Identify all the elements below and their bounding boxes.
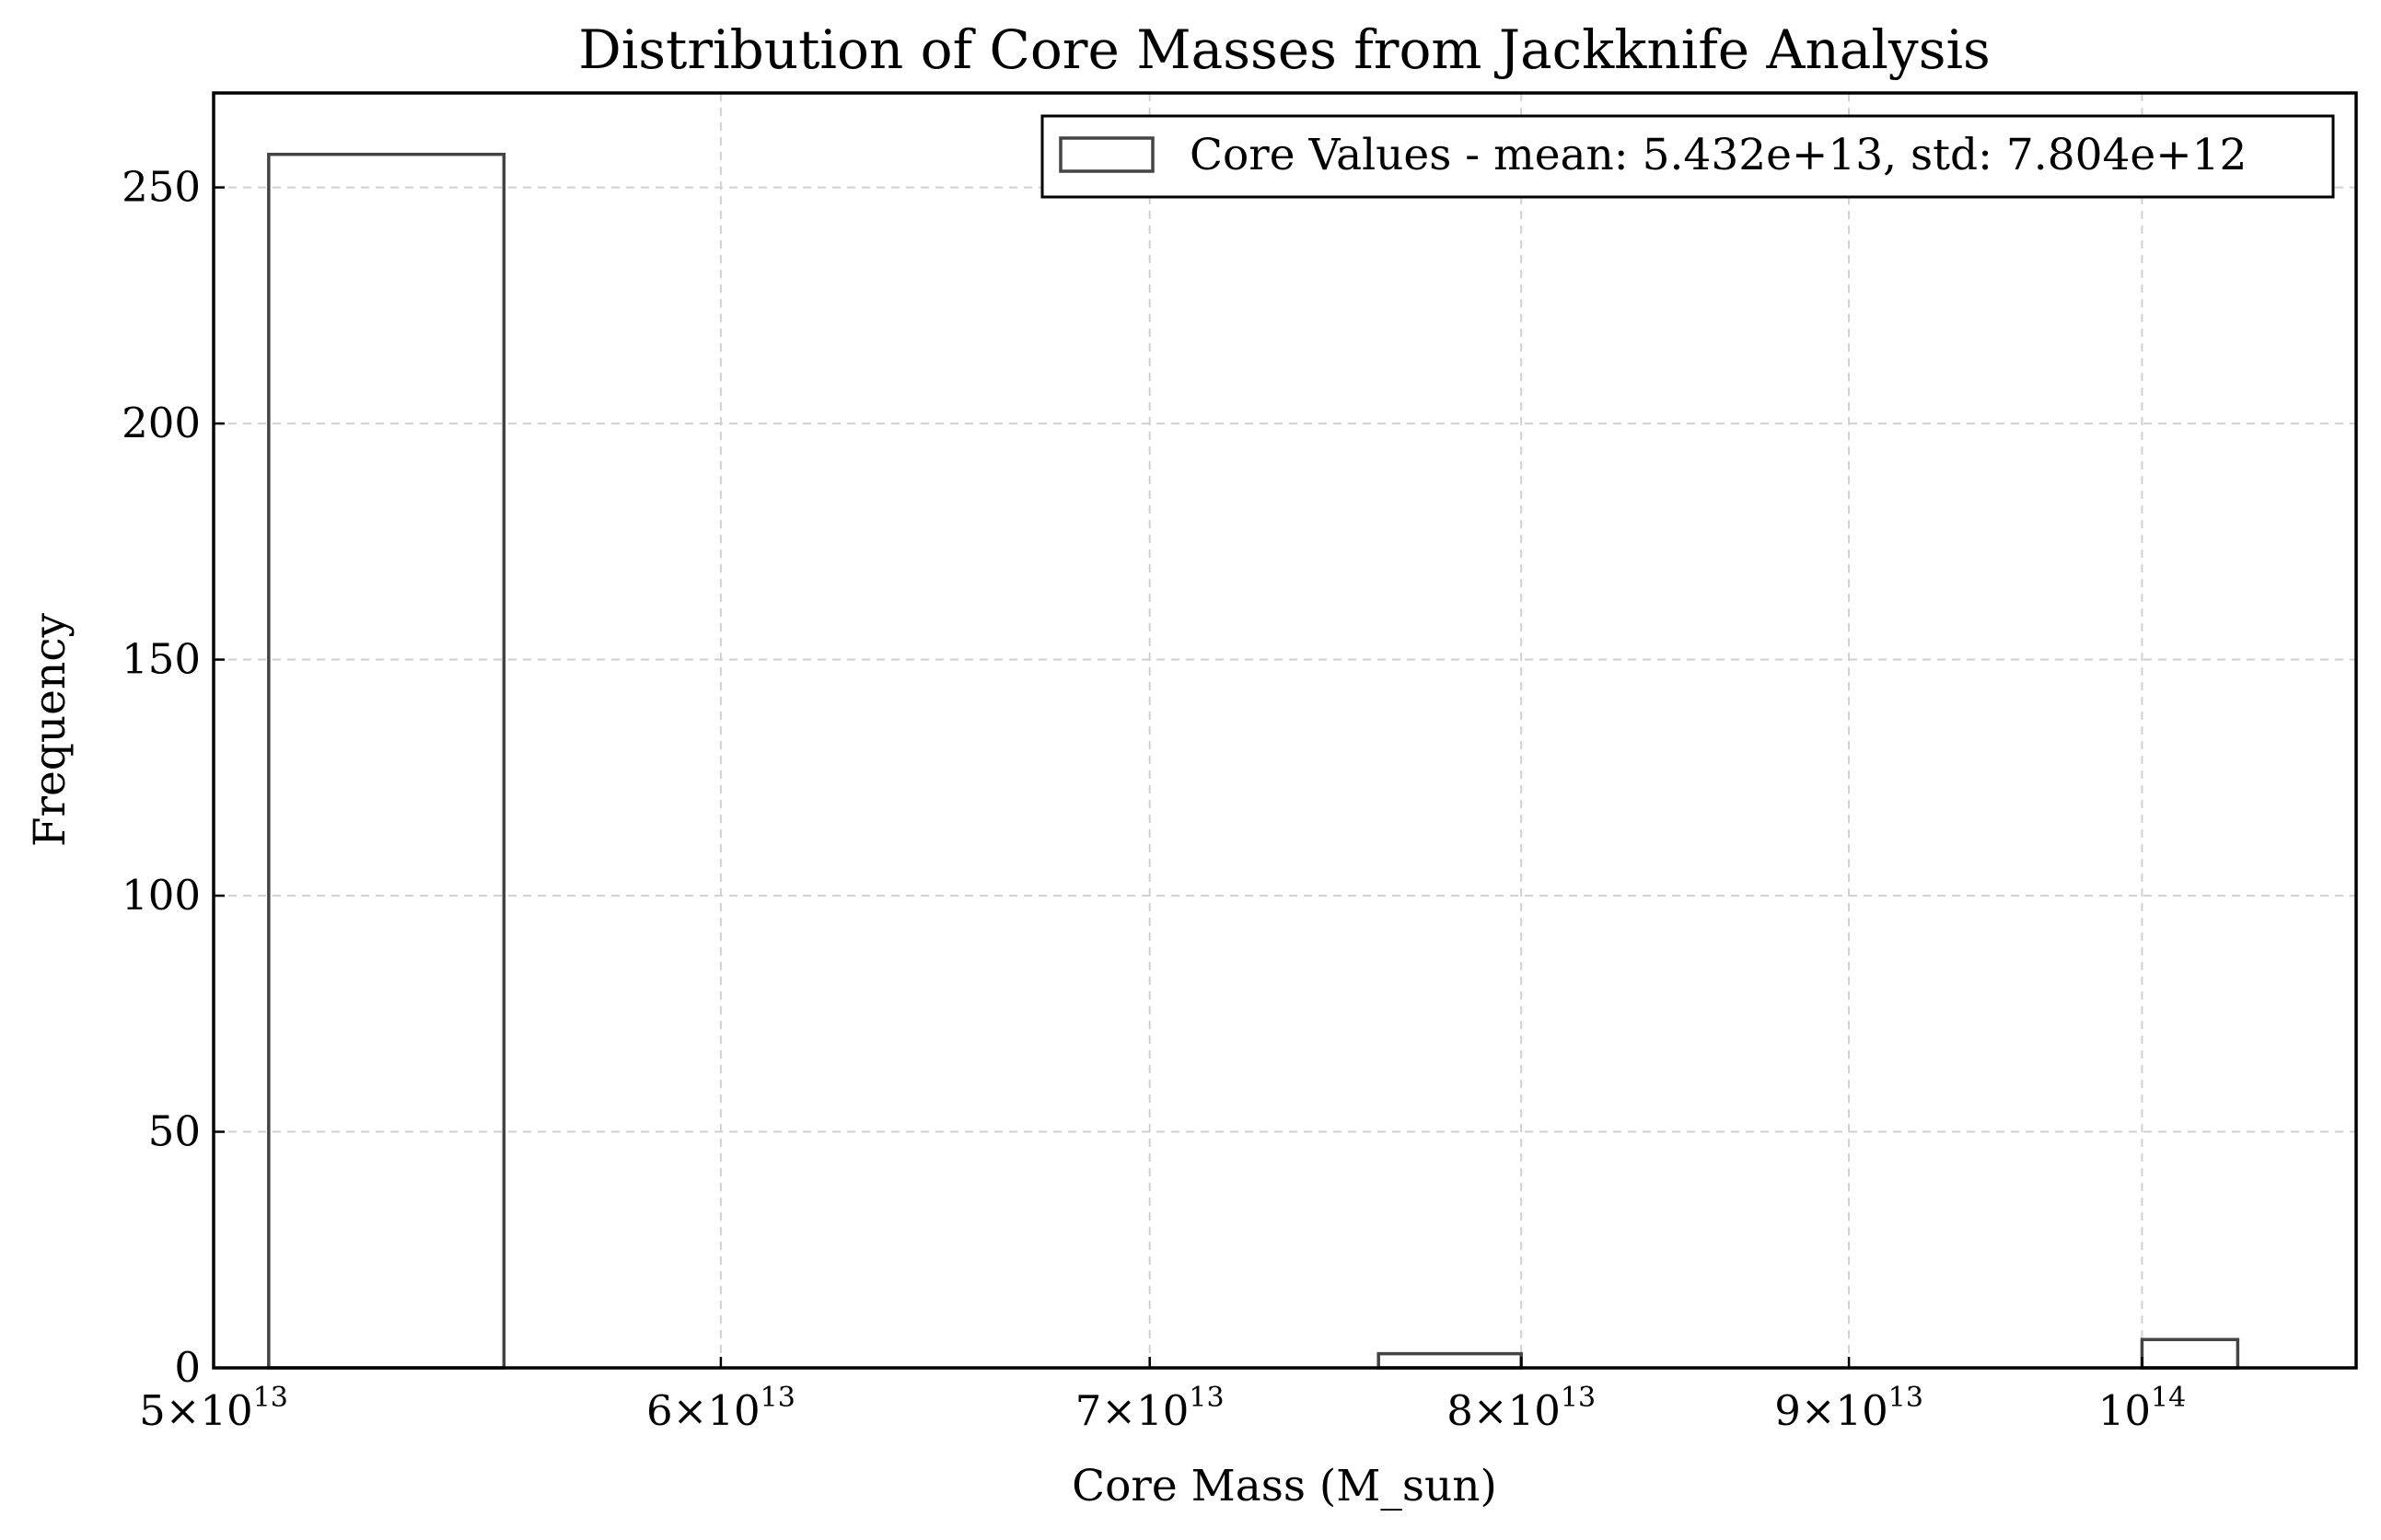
legend-entry-label: Core Values - mean: 5.432e+13, std: 7.80… — [1190, 130, 2247, 180]
y-tick-label: 50 — [148, 1107, 201, 1156]
y-axis-label: Frequency — [25, 612, 75, 847]
histogram-bar — [267, 152, 506, 1370]
y-tick-label: 250 — [122, 163, 201, 212]
legend-swatch — [1059, 136, 1155, 173]
grid-layer — [213, 93, 2356, 1368]
x-tick-label: 1014 — [2098, 1382, 2186, 1435]
legend-box — [1040, 114, 2335, 199]
x-tick-label: 8×1013 — [1446, 1382, 1596, 1435]
x-axis-label: Core Mass (M_sun) — [1072, 1461, 1497, 1511]
ticks-layer: 0 50 100 150 200 250 5×1013 6×1013 7×1013 8×1013 9… — [122, 163, 2186, 1435]
plot-frame — [212, 91, 2358, 1370]
x-tick-label: 9×1013 — [1774, 1382, 1923, 1435]
chart-title: Distribution of Core Masses from Jackkni… — [578, 18, 1991, 81]
y-tick-label: 150 — [122, 635, 201, 684]
legend: Core Values - mean: 5.432e+13, std: 7.80… — [1040, 114, 2335, 199]
x-tick-label: 7×1013 — [1075, 1382, 1225, 1435]
y-tick-label: 0 — [174, 1343, 201, 1392]
histogram-bar — [2140, 1337, 2240, 1370]
x-tick-label: 5×1013 — [139, 1382, 288, 1435]
bars-layer — [267, 152, 2240, 1370]
histogram-bar — [1376, 1351, 1523, 1370]
y-tick-label: 100 — [122, 871, 201, 920]
x-tick-label: 6×1013 — [646, 1382, 796, 1435]
y-tick-label: 200 — [122, 399, 201, 447]
